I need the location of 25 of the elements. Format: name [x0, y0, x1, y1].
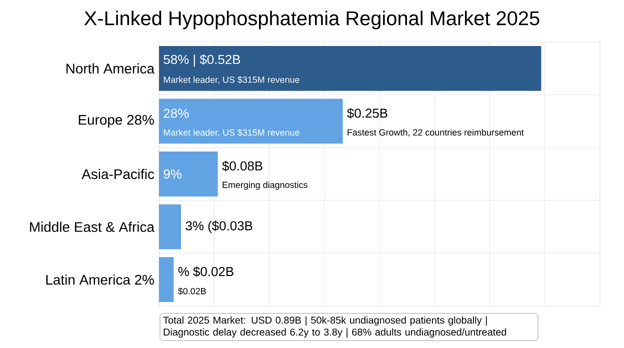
annotation: 28%	[164, 108, 189, 118]
data-label: $0.52B	[200, 54, 240, 65]
y-tick-label: North America	[66, 63, 154, 74]
annotation: Market leader, US $315M revenue	[164, 76, 300, 84]
data-label: 3% ($0.03B	[186, 220, 252, 233]
y-tick-label: Europe 28%	[78, 114, 154, 128]
y-tick-label: Middle East & Africa	[30, 222, 154, 232]
y-tick-label: Asia-Pacific	[82, 168, 154, 180]
data-label: $0.08B	[222, 160, 262, 172]
text: Total 2025 Market: USD 0.89B | 50k-85k undiagnosed patients globally | Diagnostic delay decreased 6.2y to 3.8y | 68% adults undiagnosed/untreated	[163, 316, 506, 338]
annotation: Fastest Growth, 22 countries reimbursement	[348, 128, 524, 137]
y-tick-label: Latin America 2%	[46, 274, 154, 285]
annotation: Emerging diagnostics	[222, 181, 308, 190]
bar	[159, 204, 182, 250]
bar	[159, 98, 343, 144]
bar	[159, 257, 174, 302]
annotation: 9%	[164, 169, 182, 179]
data-label: % $0.02B	[178, 266, 234, 277]
data-label: $0.25B	[347, 108, 388, 119]
annotation: Market leader, US $315M revenue	[164, 128, 300, 137]
annotation: $0.02B	[178, 288, 206, 295]
chart-title: X-Linked Hypophosphatemia Regional Market 2025	[84, 10, 540, 30]
bar	[159, 152, 218, 196]
annotation: 58% |	[164, 54, 195, 67]
bar	[159, 46, 542, 91]
